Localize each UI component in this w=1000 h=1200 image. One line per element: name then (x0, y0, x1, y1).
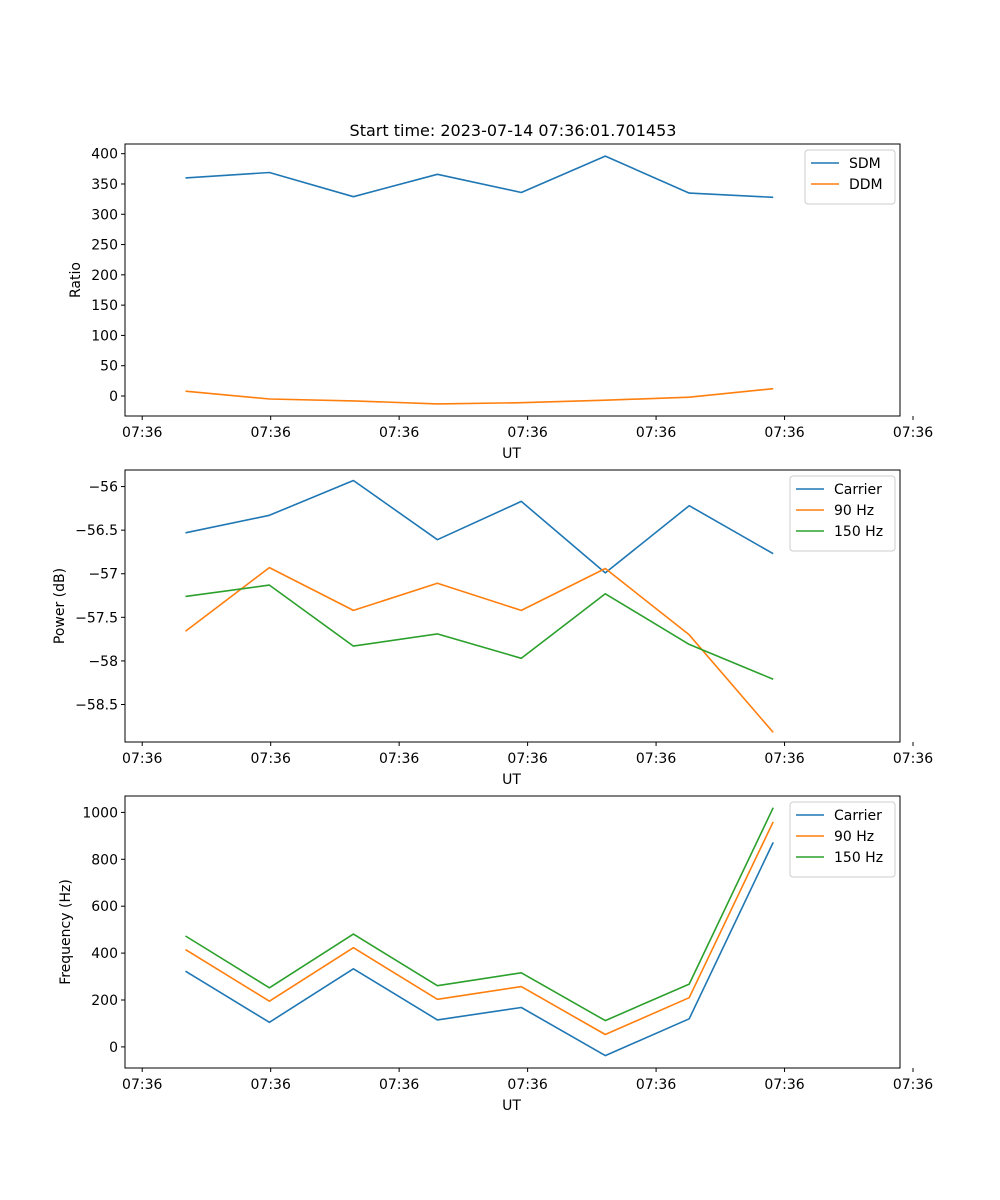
x-tick-label: 07:36 (893, 751, 933, 767)
legend-entry: 90 Hz (834, 829, 874, 845)
x-tick-label: 07:36 (636, 751, 676, 767)
legend-box (789, 801, 896, 878)
y-tick-label: −57.5 (75, 610, 118, 626)
x-axis-label: UT (502, 772, 521, 788)
y-tick-label: 0 (109, 389, 118, 405)
y-tick-label: 150 (91, 298, 118, 314)
series-line-sdm (185, 155, 774, 199)
x-tick-label: 07:36 (764, 1077, 804, 1093)
chart-panel-1: 0 50 100 150 200 250 300 350 400 07:36 07:36 07:36 0… (68, 143, 933, 462)
x-tick-label: 07:36 (251, 1077, 291, 1093)
y-tick-label: 600 (91, 899, 118, 915)
chart-panel-2: −56 −56.5 −57 −57.5 −58 −58.5 07:36 07:36 07:36 0… (52, 469, 933, 788)
y-tick-label: −58 (88, 654, 118, 670)
x-tick-label: 07:36 (764, 425, 804, 441)
y-tick-label: 50 (100, 359, 118, 375)
y-tick-label: −57 (88, 567, 118, 583)
x-tick-label: 07:36 (507, 751, 547, 767)
x-tick-label: 07:36 (122, 751, 162, 767)
legend-entry: 90 Hz (834, 503, 874, 519)
chart-panel-3: 0 200 400 600 800 1000 07:36 07:36 07:36 07:36 07:… (58, 795, 933, 1114)
series-line-150-hz (185, 584, 774, 680)
y-axis-label: Ratio (68, 262, 84, 298)
x-tick-label: 07:36 (636, 1077, 676, 1093)
legend-box (789, 475, 896, 552)
y-tick-label: 200 (91, 268, 118, 284)
legend-entry: 150 Hz (834, 524, 883, 540)
x-tick-label: 07:36 (893, 425, 933, 441)
legend-entry: SDM (849, 156, 881, 172)
series-line-150-hz (185, 807, 774, 1022)
y-tick-label: 800 (91, 852, 118, 868)
x-tick-label: 07:36 (251, 751, 291, 767)
x-tick-label: 07:36 (379, 1077, 419, 1093)
x-tick-label: 07:36 (764, 751, 804, 767)
x-axis-label: UT (502, 446, 521, 462)
y-axis-label: Power (dB) (52, 568, 68, 644)
series-line-90-hz (185, 821, 774, 1036)
series-line-90-hz (185, 566, 774, 733)
x-tick-label: 07:36 (507, 1077, 547, 1093)
y-tick-label: 350 (91, 177, 118, 193)
legend-entry: 150 Hz (834, 850, 883, 866)
y-tick-label: 100 (91, 328, 118, 344)
y-tick-label: 250 (91, 238, 118, 254)
y-tick-label: −56 (88, 480, 118, 496)
series-line-carrier (185, 479, 774, 574)
y-tick-label: 200 (91, 993, 118, 1009)
x-tick-label: 07:36 (893, 1077, 933, 1093)
legend-entry: DDM (849, 177, 883, 193)
legend: Carrier 90 Hz 150 Hz (789, 801, 896, 878)
x-tick-label: 07:36 (251, 425, 291, 441)
series-line-ddm (185, 387, 774, 405)
axes-frame (124, 143, 901, 417)
legend-entry: Carrier (834, 808, 882, 824)
axes-frame (124, 795, 901, 1069)
y-tick-label: 400 (91, 946, 118, 962)
y-tick-label: 300 (91, 207, 118, 223)
y-tick-label: 1000 (82, 805, 118, 821)
x-tick-label: 07:36 (379, 751, 419, 767)
y-tick-label: 400 (91, 147, 118, 163)
y-tick-label: −58.5 (75, 698, 118, 714)
x-tick-label: 07:36 (122, 1077, 162, 1093)
legend-entry: Carrier (834, 482, 882, 498)
y-tick-label: 0 (109, 1040, 118, 1056)
y-tick-label: −56.5 (75, 523, 118, 539)
x-tick-label: 07:36 (507, 425, 547, 441)
x-tick-label: 07:36 (379, 425, 419, 441)
legend: Carrier 90 Hz 150 Hz (789, 475, 896, 552)
series-line-carrier (185, 842, 774, 1057)
axes-frame (124, 469, 901, 743)
legend: SDM DDM (804, 149, 896, 205)
x-axis-label: UT (502, 1098, 521, 1114)
y-axis-label: Frequency (Hz) (58, 879, 74, 985)
figure-title: Start time: 2023-07-14 07:36:01.701453 (350, 121, 677, 140)
x-tick-label: 07:36 (636, 425, 676, 441)
x-tick-label: 07:36 (122, 425, 162, 441)
